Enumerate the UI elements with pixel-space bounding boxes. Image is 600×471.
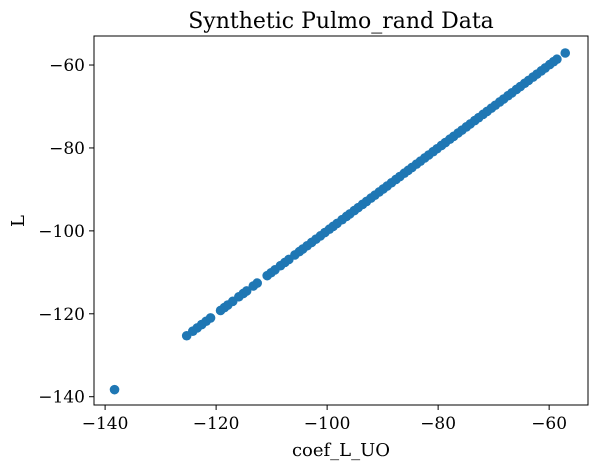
data-point	[252, 278, 262, 288]
x-tick-label: −60	[531, 414, 567, 434]
y-tick-label: −80	[49, 139, 85, 159]
x-tick-label: −120	[193, 414, 240, 434]
plot-frame	[93, 35, 589, 406]
data-point	[241, 286, 252, 296]
y-tick-label: −60	[49, 56, 85, 76]
x-tick-label: −80	[420, 414, 456, 434]
data-point	[205, 313, 216, 323]
x-axis: −140 −120 −100 −80 −60	[82, 405, 567, 434]
y-axis: −140 −120 −100 −80 −60	[38, 56, 94, 408]
x-tick-label: −100	[304, 414, 351, 434]
y-axis-label: L	[8, 215, 29, 227]
data-point	[560, 48, 571, 58]
x-axis-label: coef_L_UO	[292, 440, 390, 461]
y-tick-label: −100	[38, 222, 85, 242]
chart-title: Synthetic Pulmo_rand Data	[188, 9, 494, 34]
data-points	[109, 48, 571, 395]
y-tick-label: −140	[38, 388, 85, 408]
y-tick-label: −120	[38, 305, 85, 325]
data-point	[552, 54, 562, 65]
data-point	[109, 384, 120, 395]
x-tick-label: −140	[82, 414, 129, 434]
